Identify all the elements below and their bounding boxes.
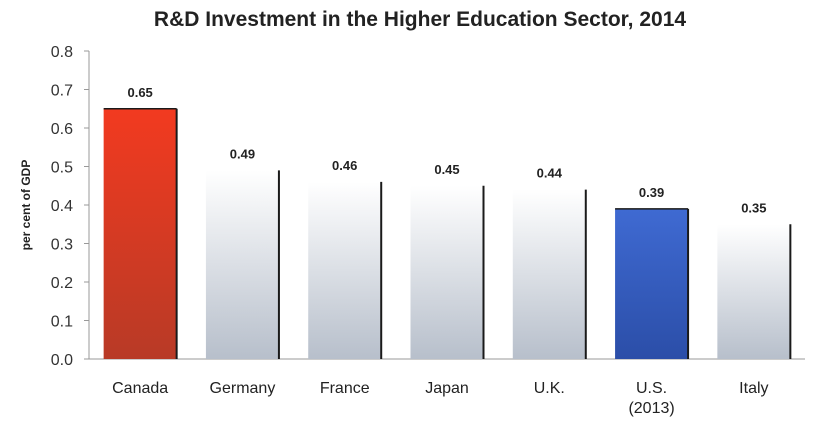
data-label: 0.45	[434, 162, 459, 177]
bar	[103, 108, 177, 359]
y-tick-label: 0.2	[51, 275, 73, 292]
chart-title: R&D Investment in the Higher Education S…	[154, 8, 686, 31]
y-axis-label: per cent of GDP	[19, 160, 33, 251]
x-tick-label: Japan	[425, 380, 469, 397]
x-tick-label: France	[320, 380, 370, 397]
data-label: 0.65	[127, 85, 152, 100]
data-label: 0.39	[639, 185, 664, 200]
x-tick-label: Italy	[739, 380, 768, 397]
data-label: 0.35	[741, 200, 766, 215]
y-tick-label: 0.7	[51, 83, 73, 100]
bar	[615, 208, 689, 359]
x-tick-label: Germany	[210, 380, 276, 397]
x-tick-label: U.K.	[534, 380, 565, 397]
y-tick-label: 0.4	[51, 198, 73, 215]
bar	[512, 189, 586, 359]
y-tick-label: 0.0	[51, 352, 73, 369]
y-tick-label: 0.3	[51, 237, 73, 254]
data-label: 0.46	[332, 158, 357, 173]
bar	[308, 181, 382, 359]
bar	[205, 170, 279, 359]
bar	[717, 224, 791, 359]
y-tick-label: 0.8	[51, 44, 73, 61]
y-tick-label: 0.1	[51, 314, 73, 331]
bar	[410, 185, 484, 359]
x-tick-label: Canada	[112, 380, 168, 397]
data-label: 0.44	[537, 166, 563, 181]
y-tick-label: 0.5	[51, 160, 73, 177]
data-label: 0.49	[230, 146, 255, 161]
x-tick-label: U.S. (2013)	[628, 380, 674, 417]
y-tick-label: 0.6	[51, 121, 73, 138]
